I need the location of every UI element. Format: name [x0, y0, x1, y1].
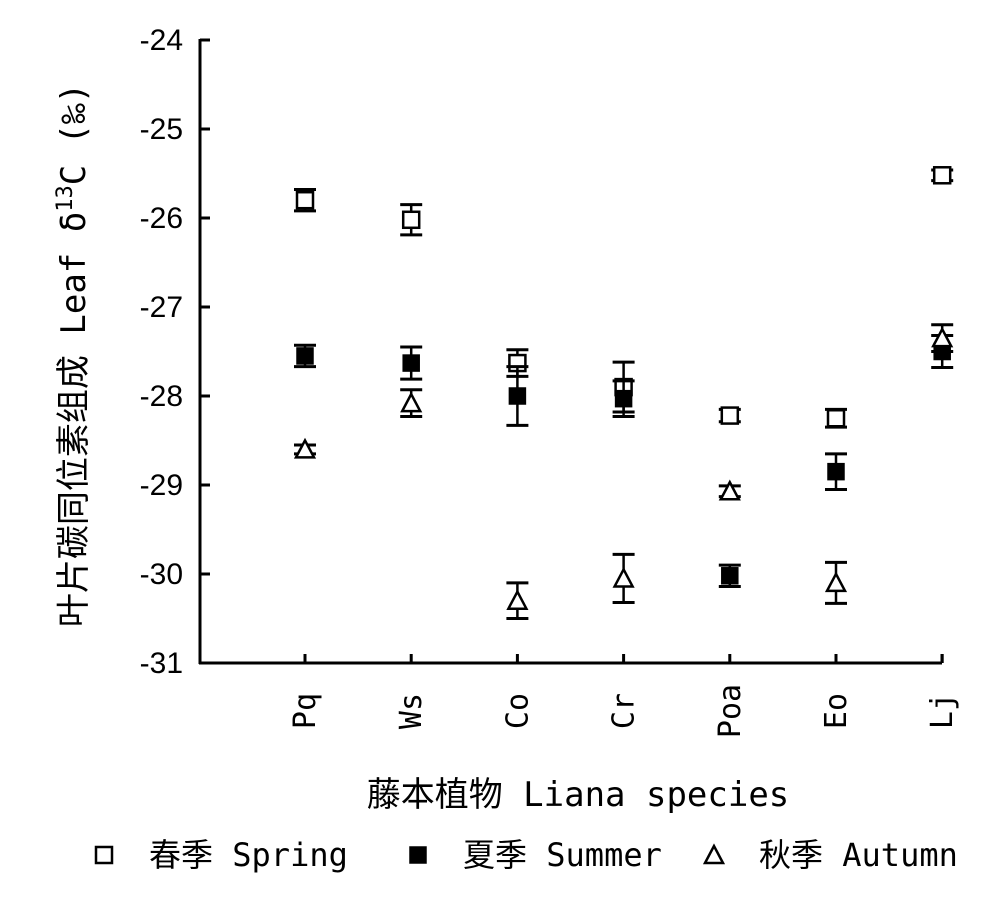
y-axis-title-main: 叶片碳同位素组成 Leaf δ	[54, 212, 94, 627]
data-point	[614, 389, 633, 408]
x-category-label: Poa	[713, 684, 748, 738]
data-point	[827, 462, 845, 481]
x-category-label: Pq	[288, 693, 323, 729]
y-tick-label: -24	[140, 24, 183, 57]
legend-label: 春季 Spring	[149, 836, 348, 874]
data-point	[932, 166, 952, 185]
x-category-label: Co	[500, 693, 535, 729]
data-point	[296, 347, 314, 365]
data-point	[720, 406, 740, 425]
legend-item: 春季 Spring	[94, 836, 348, 874]
x-category-label: Eo	[819, 693, 854, 729]
legend-marker	[702, 843, 726, 865]
y-ticks: -24 -25 -26 -27 -28 -29 -30 -31	[140, 24, 210, 680]
y-tick-label: -27	[140, 291, 183, 324]
legend-marker	[409, 846, 427, 864]
data-point	[718, 479, 741, 501]
data-point	[824, 571, 848, 593]
y-axis-title-tail: C (‰)	[54, 83, 94, 185]
data-point	[293, 437, 317, 459]
legend-label: 夏季 Summer	[463, 836, 662, 874]
legend-marker	[94, 845, 114, 865]
x-ticks: Pq Ws Co Cr Poa Eo Lj	[288, 654, 960, 738]
y-tick-label: -26	[140, 202, 183, 235]
y-tick-label: -28	[140, 380, 183, 413]
y-tick-label: -30	[140, 558, 183, 591]
data-point	[402, 354, 420, 372]
data-point	[295, 190, 315, 210]
series-2	[293, 323, 954, 620]
x-category-label: Cr	[607, 693, 642, 729]
legend-item: 夏季 Summer	[409, 836, 662, 874]
data-point	[931, 326, 954, 348]
y-tick-label: -29	[140, 469, 183, 502]
legend-label: 秋季 Autumn	[759, 836, 958, 874]
data-point	[721, 567, 739, 585]
y-tick-label: -25	[140, 113, 183, 146]
legend: 春季 Spring 夏季 Summer 秋季 Autumn	[94, 836, 958, 874]
data-point	[401, 210, 421, 230]
data-points	[293, 166, 954, 620]
data-point	[826, 409, 846, 428]
x-category-label: Lj	[925, 693, 960, 729]
x-axis-title: 藤本植物 Liana species	[367, 775, 790, 815]
data-point	[506, 589, 529, 610]
data-point	[508, 387, 527, 405]
data-point	[400, 391, 423, 413]
legend-item: 秋季 Autumn	[702, 836, 958, 874]
data-point	[612, 566, 635, 588]
y-tick-label: -31	[140, 647, 183, 680]
y-axis-title-superscript: 13	[53, 185, 78, 212]
x-category-label: Ws	[394, 693, 429, 729]
y-axis-title: 叶片碳同位素组成 Leaf δ13C (‰)	[53, 83, 94, 627]
